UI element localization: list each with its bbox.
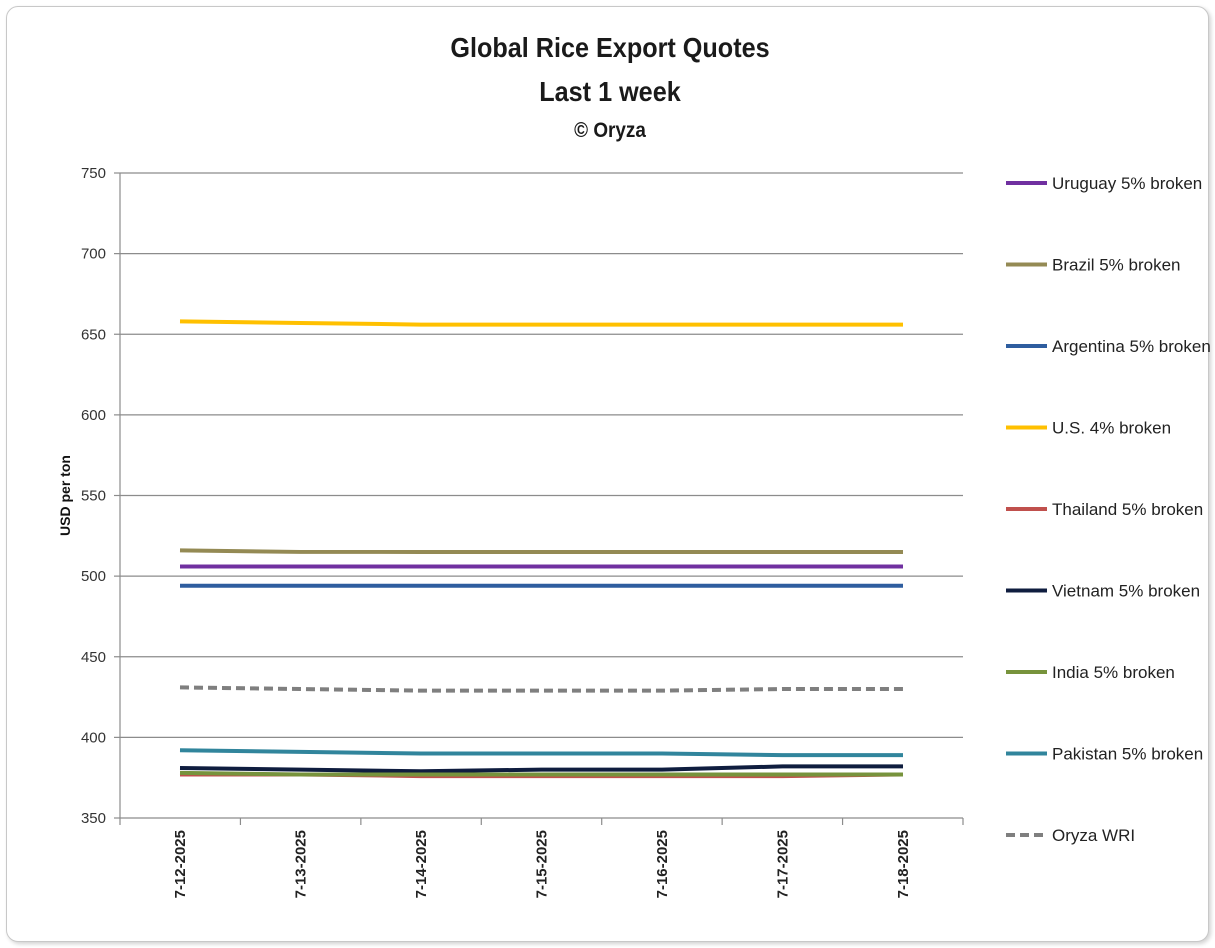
legend-label: Oryza WRI [1052,826,1135,845]
series-line [179,748,903,758]
legend-item: Pakistan 5% broken [1006,745,1203,764]
series-lines [179,319,904,779]
y-tick-label: 450 [81,649,106,666]
legend-item: Uruguay 5% broken [1006,174,1202,193]
legend: Uruguay 5% broken Brazil 5% broken Argenti… [1006,174,1211,845]
x-tick-label: 7-13-2025 [293,830,310,898]
series-line [179,764,903,774]
x-tick-label: 7-18-2025 [895,830,912,898]
series-line [179,548,903,554]
y-tick-labels: 350 400 450 500 550 600 650 700 750 [81,165,106,827]
y-tick-label: 650 [81,326,106,343]
y-tick-label: 550 [81,488,106,505]
legend-item: Brazil 5% broken [1006,256,1181,275]
legend-label: Vietnam 5% broken [1052,582,1200,601]
y-tick-label: 700 [81,246,106,263]
y-tick-label: 500 [81,568,106,585]
legend-label: Thailand 5% broken [1052,500,1203,519]
chart-frame [6,6,1209,942]
series-line [179,770,903,777]
gridlines [120,172,963,738]
chart-title-block: Global Rice Export Quotes Last 1 week © … [0,26,1215,148]
legend-label: Pakistan 5% broken [1052,745,1203,764]
x-tick-label: 7-17-2025 [775,830,792,898]
x-tick-label: 7-16-2025 [654,830,671,898]
legend-item: Argentina 5% broken [1006,337,1211,356]
chart-title: Global Rice Export Quotes [450,32,770,63]
y-tick-label: 400 [81,729,106,746]
chart-subtitle: Last 1 week [539,76,681,107]
series-line [179,685,903,693]
axes [114,172,964,825]
legend-item: U.S. 4% broken [1006,419,1171,438]
x-tick-label: 7-12-2025 [172,830,189,898]
legend-label: Brazil 5% broken [1052,256,1181,275]
legend-label: Uruguay 5% broken [1052,174,1202,193]
y-tick-label: 750 [81,165,106,182]
legend-item: Vietnam 5% broken [1006,582,1200,601]
legend-item: Thailand 5% broken [1006,500,1203,519]
y-tick-label: 600 [81,407,106,424]
x-tick-label: 7-14-2025 [413,830,430,898]
legend-label: U.S. 4% broken [1052,419,1171,438]
chart-credit: © Oryza [574,119,646,142]
legend-item: India 5% broken [1006,663,1175,682]
y-axis-label: USD per ton [57,455,73,536]
y-tick-label: 350 [81,810,106,827]
legend-item: Oryza WRI [1006,826,1135,845]
series-line [179,319,903,327]
legend-label: Argentina 5% broken [1052,337,1211,356]
x-tick-labels: 7-12-2025 7-13-2025 7-14-2025 7-15-2025 7-16… [172,830,912,898]
x-tick-label: 7-15-2025 [534,830,551,898]
legend-label: India 5% broken [1052,663,1175,682]
